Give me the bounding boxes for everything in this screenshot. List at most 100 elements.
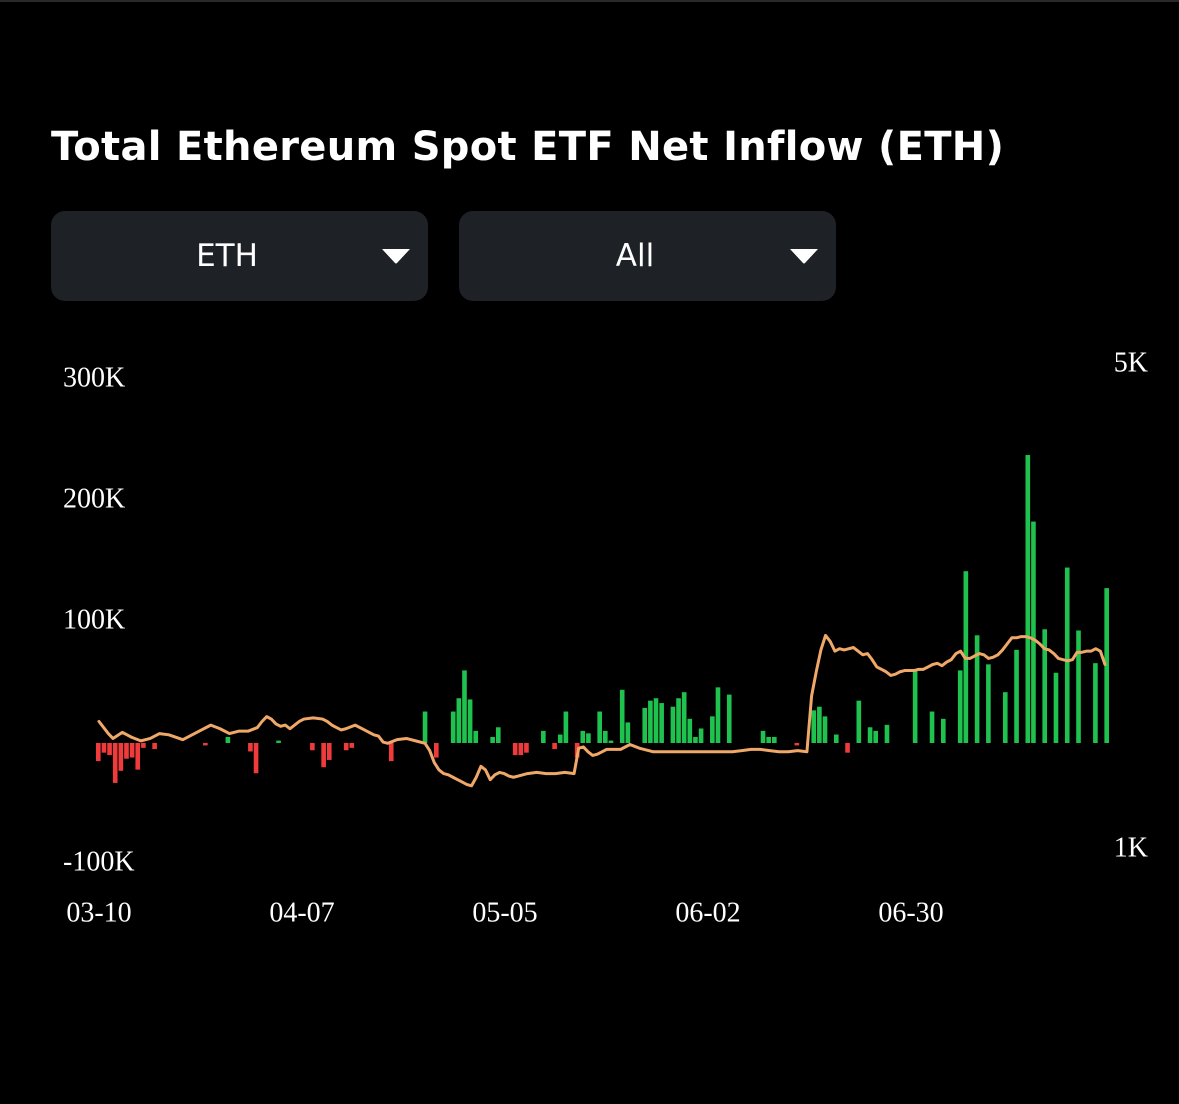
inflow-bar [957, 670, 963, 743]
y-right-tick-label: 5K [1114, 347, 1148, 378]
inflow-bar [811, 710, 817, 743]
inflow-bar [698, 728, 704, 743]
outflow-bar [326, 743, 332, 760]
inflow-bar [422, 711, 428, 743]
outflow-bar [512, 743, 518, 756]
outflow-bar [101, 743, 107, 753]
inflow-bar [817, 706, 822, 743]
inflow-bar [676, 698, 681, 743]
outflow-bar [253, 743, 259, 774]
outflow-bar [248, 743, 253, 752]
inflow-bar [653, 698, 659, 743]
inflow-bar [276, 740, 281, 743]
inflow-bar [1053, 672, 1059, 743]
outflow-bar [349, 743, 355, 748]
inflow-bar [603, 730, 608, 743]
tick-labels-layer: -100K 100K 200K 300K 1K 5K 03-10 04-07 05-05 06-0… [63, 347, 1148, 928]
outflow-bar [845, 743, 850, 753]
y-left-tick-label: 100K [63, 604, 125, 635]
inflow-bar [473, 730, 479, 743]
outflow-bar [118, 743, 124, 771]
outflow-bar [518, 743, 524, 756]
outflow-bar [794, 743, 800, 746]
inflow-bar [772, 736, 777, 743]
inflow-bar [563, 711, 569, 743]
outflow-bar [434, 743, 439, 758]
y-left-tick-label: 200K [63, 483, 125, 514]
x-tick-label: 04-07 [269, 897, 334, 928]
inflow-bar [693, 736, 698, 743]
outflow-bar [135, 743, 141, 770]
page-title: Total Ethereum Spot ETF Net Inflow (ETH) [51, 124, 1005, 170]
outflow-bar [107, 743, 112, 756]
inflow-bar [490, 736, 495, 743]
inflow-bar [557, 734, 563, 743]
outflow-bar [343, 743, 349, 751]
inflow-bar [597, 711, 602, 743]
inflow-bar [1031, 521, 1036, 743]
inflow-bar [450, 711, 456, 743]
inflow-bar [659, 703, 664, 743]
outflow-bar [203, 743, 208, 746]
outflow-bar [552, 743, 557, 750]
inflow-bar [929, 711, 935, 743]
inflow-bar [687, 718, 693, 743]
x-tick-label: 06-02 [675, 897, 740, 928]
inflow-bar [467, 699, 473, 743]
inflow-bar [884, 724, 890, 743]
price-line-layer [97, 633, 1107, 788]
outflow-bar [310, 743, 315, 751]
inflow-bar [580, 730, 586, 743]
inflow-bar [856, 700, 862, 743]
inflow-bar [986, 664, 991, 743]
inflow-bar [974, 635, 980, 743]
inflow-bar [619, 689, 625, 743]
inflow-bar [822, 716, 828, 743]
bars-layer [96, 455, 1109, 783]
y-right-tick-label: 1K [1114, 832, 1148, 863]
asset-dropdown-value: ETH [196, 238, 258, 274]
outflow-bar [388, 743, 394, 762]
range-dropdown-value: All [615, 238, 655, 274]
inflow-bar [1064, 567, 1070, 743]
inflow-bar [873, 730, 879, 743]
inflow-bar [456, 698, 462, 743]
inflow-bar [586, 733, 591, 743]
caret-down-icon [382, 249, 410, 264]
inflow-bar [495, 727, 501, 743]
inflow-bar [912, 669, 918, 743]
outflow-bar [152, 743, 157, 750]
inflow-bar [1093, 663, 1098, 743]
inflow-bar [642, 707, 648, 743]
y-left-tick-label: -100K [63, 846, 135, 877]
inflow-bar [715, 687, 721, 743]
inflow-bar [941, 718, 946, 743]
outflow-bar [524, 743, 529, 753]
inflow-bar [625, 722, 631, 743]
inflow-bar [1002, 692, 1008, 743]
outflow-bar [124, 743, 129, 759]
outflow-bar [141, 743, 146, 748]
outflow-bar [129, 743, 135, 758]
eth-price-line [97, 633, 1107, 788]
inflow-bar [462, 670, 467, 743]
inflow-bar [1014, 649, 1019, 743]
inflow-bar [681, 692, 687, 743]
y-left-tick-label: 300K [63, 362, 125, 393]
x-tick-label: 06-30 [878, 897, 943, 928]
inflow-bar [648, 700, 653, 743]
asset-dropdown[interactable]: ETH [51, 211, 428, 301]
range-dropdown[interactable]: All [459, 211, 836, 301]
x-tick-label: 05-05 [472, 897, 537, 928]
caret-down-icon [790, 249, 818, 264]
inflow-bar [760, 730, 766, 743]
inflow-bar [1076, 630, 1081, 743]
outflow-bar [96, 743, 101, 762]
inflow-bar [608, 740, 614, 743]
inflow-bar [726, 694, 732, 743]
inflow-bar [833, 734, 839, 743]
outflow-bar [112, 743, 118, 783]
inflow-bar [1104, 588, 1109, 743]
outflow-bar [321, 743, 326, 768]
